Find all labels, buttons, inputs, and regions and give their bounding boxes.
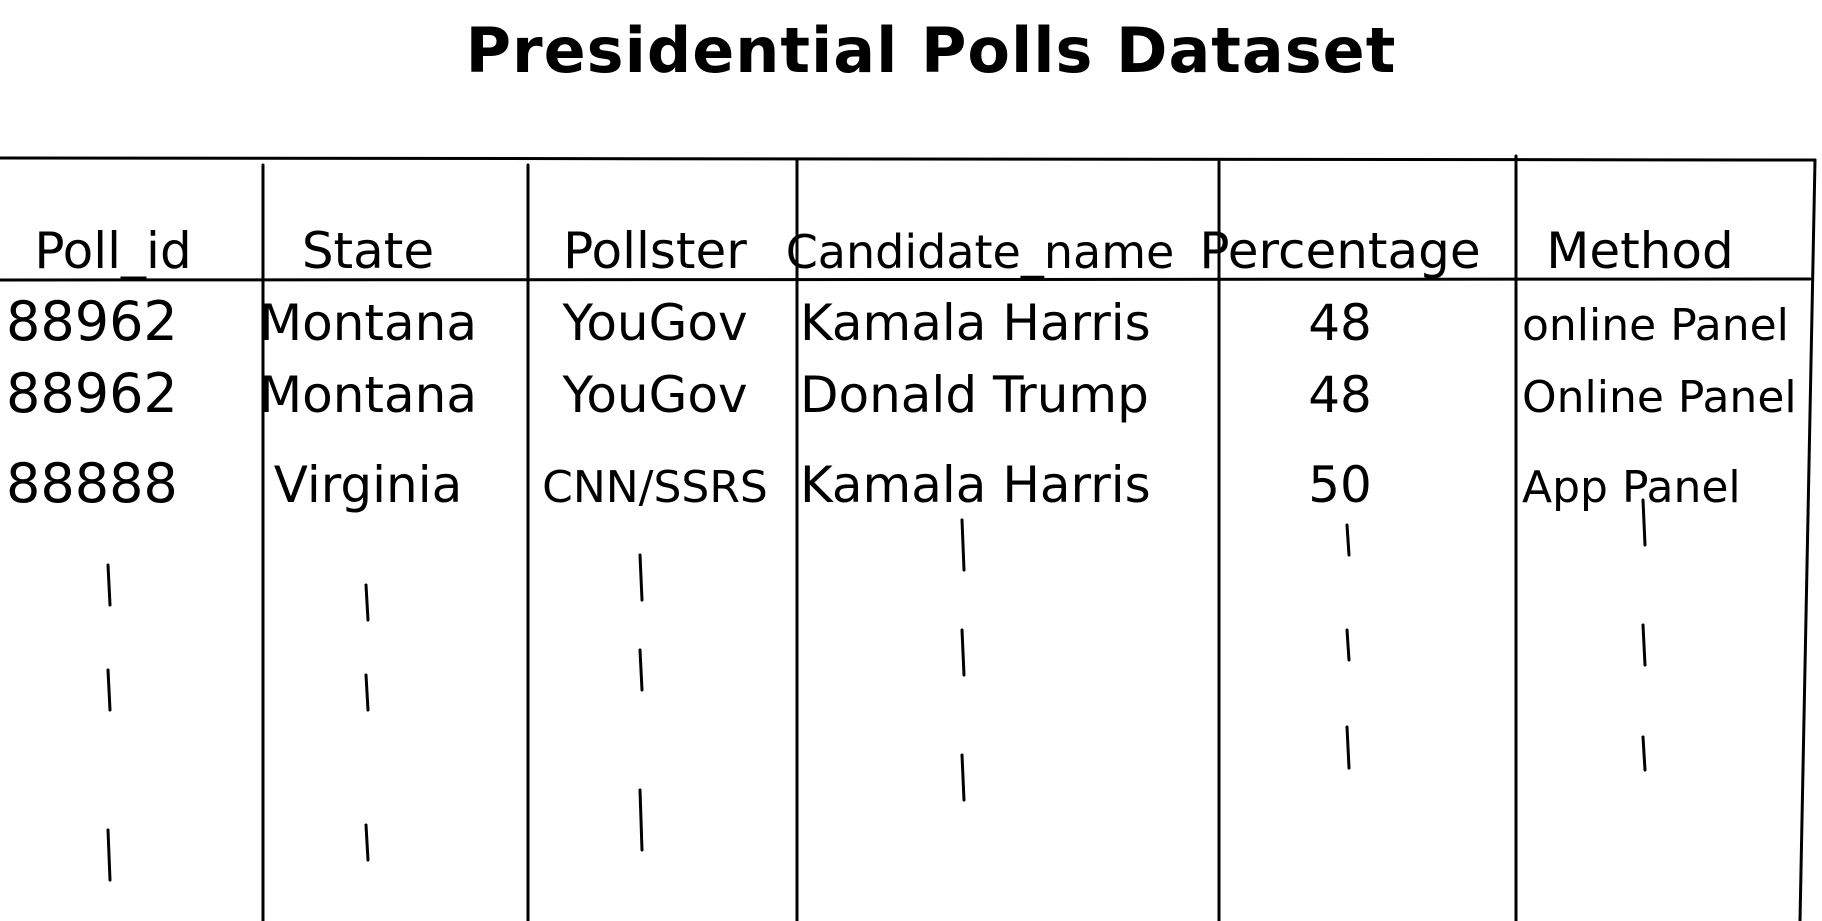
continuation-mark	[962, 755, 964, 800]
grid-line	[1800, 160, 1815, 921]
table-cell: 88962	[6, 362, 178, 425]
continuation-mark	[108, 670, 110, 710]
table-cell: YouGov	[561, 366, 747, 424]
table-cell: Montana	[259, 294, 477, 352]
continuation-mark	[640, 555, 642, 600]
continuation-mark	[1347, 630, 1349, 660]
continuation-mark	[1643, 625, 1645, 665]
continuation-mark	[640, 790, 642, 850]
grid-line	[0, 279, 1810, 280]
table-cell: Donald Trump	[800, 366, 1149, 424]
table-cells: Poll_id State Pollster Candidate_name Percen…	[6, 222, 1797, 515]
continuation-mark	[366, 675, 368, 710]
continuation-mark	[962, 630, 964, 675]
continuation-mark	[366, 825, 368, 860]
table-cell: Virginia	[274, 456, 463, 514]
continuation-mark	[108, 565, 110, 605]
continuation-mark	[640, 650, 642, 690]
continuation-marks	[108, 500, 1645, 880]
column-header: Pollster	[563, 222, 747, 280]
table-cell: 88962	[6, 290, 178, 353]
table-cell: Montana	[259, 366, 477, 424]
table-cell: 50	[1308, 456, 1372, 514]
table-cell: Kamala Harris	[800, 294, 1151, 352]
table-cell: CNN/SSRS	[542, 462, 768, 513]
grid-line	[0, 158, 1815, 160]
continuation-mark	[962, 520, 964, 570]
table-cell: App Panel	[1522, 462, 1741, 513]
continuation-mark	[1643, 500, 1645, 545]
continuation-mark	[1347, 727, 1349, 768]
column-header: Poll_id	[34, 222, 191, 280]
column-header: Candidate_name	[786, 225, 1175, 279]
table-cell: Kamala Harris	[800, 456, 1151, 514]
table-cell: Online Panel	[1522, 372, 1797, 423]
continuation-mark	[108, 830, 110, 880]
table-cell: 88888	[6, 452, 178, 515]
continuation-mark	[366, 585, 368, 620]
table-cell: 48	[1308, 366, 1372, 424]
continuation-mark	[1347, 525, 1349, 555]
table-cell: YouGov	[561, 294, 747, 352]
table-cell: online Panel	[1522, 300, 1789, 351]
column-header: State	[302, 222, 434, 280]
table-cell: 48	[1308, 294, 1372, 352]
column-header: Method	[1546, 222, 1734, 280]
continuation-mark	[1643, 737, 1645, 770]
column-header: Percentage	[1199, 222, 1480, 280]
